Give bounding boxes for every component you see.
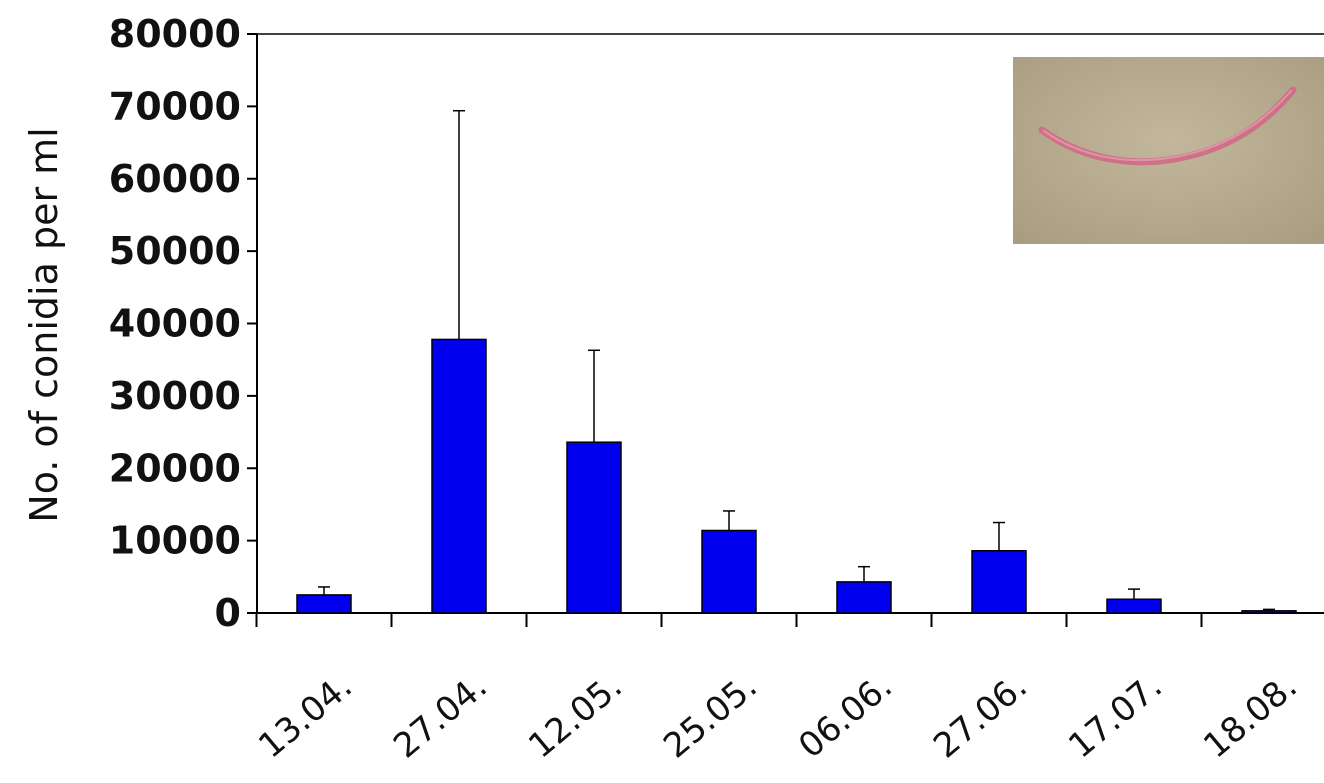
bars — [296, 338, 1297, 614]
x-tick-label: 13.04. — [251, 666, 360, 766]
x-tick-label: 17.07. — [1061, 666, 1170, 766]
conidium-photo-inset — [1013, 57, 1324, 244]
x-tick-label: 06.06. — [791, 666, 900, 766]
bar-18-08 — [1241, 610, 1297, 614]
bar-12-05 — [566, 441, 622, 614]
error-bars — [318, 109, 1275, 611]
x-ticks — [255, 613, 1203, 627]
x-tick-labels: 13.04. 27.04. 12.05. 25.05. 06.06. 27.06. 17.0… — [251, 666, 1305, 766]
bar-27-04 — [431, 338, 487, 614]
x-tick-label: 25.05. — [656, 666, 765, 766]
bar-27-06 — [971, 550, 1027, 614]
x-tick-label: 27.04. — [386, 666, 495, 766]
y-tick-label: 70000 — [109, 84, 241, 128]
y-tick-label: 10000 — [109, 519, 241, 563]
y-tick-label: 80000 — [109, 12, 241, 56]
y-tick-label: 50000 — [109, 229, 241, 273]
y-tick-label: 60000 — [109, 157, 241, 201]
y-ticks: 0 10000 20000 30000 40000 50000 60000 70000 8000… — [109, 12, 257, 635]
x-tick-label: 18.08. — [1196, 666, 1305, 766]
y-tick-label: 40000 — [109, 302, 241, 346]
bar-13-04 — [296, 594, 352, 614]
y-axis-label: No. of conidia per ml — [22, 127, 66, 522]
y-tick-label: 30000 — [109, 374, 241, 418]
x-tick-label: 12.05. — [521, 666, 630, 766]
x-tick-label: 27.06. — [926, 666, 1035, 766]
y-tick-label: 20000 — [109, 446, 241, 490]
bar-06-06 — [836, 581, 892, 614]
bar-25-05 — [701, 529, 757, 614]
y-tick-label: 0 — [215, 591, 241, 635]
bar-17-07 — [1106, 598, 1162, 614]
